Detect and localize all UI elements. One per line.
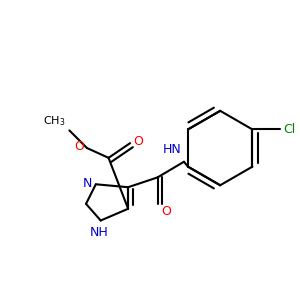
Text: CH$_3$: CH$_3$ — [43, 115, 65, 128]
Text: O: O — [133, 135, 143, 148]
Text: O: O — [74, 140, 84, 153]
Text: O: O — [161, 205, 171, 218]
Text: HN: HN — [163, 143, 182, 156]
Text: Cl: Cl — [283, 123, 295, 136]
Text: NH: NH — [89, 226, 108, 239]
Text: N: N — [82, 177, 92, 190]
